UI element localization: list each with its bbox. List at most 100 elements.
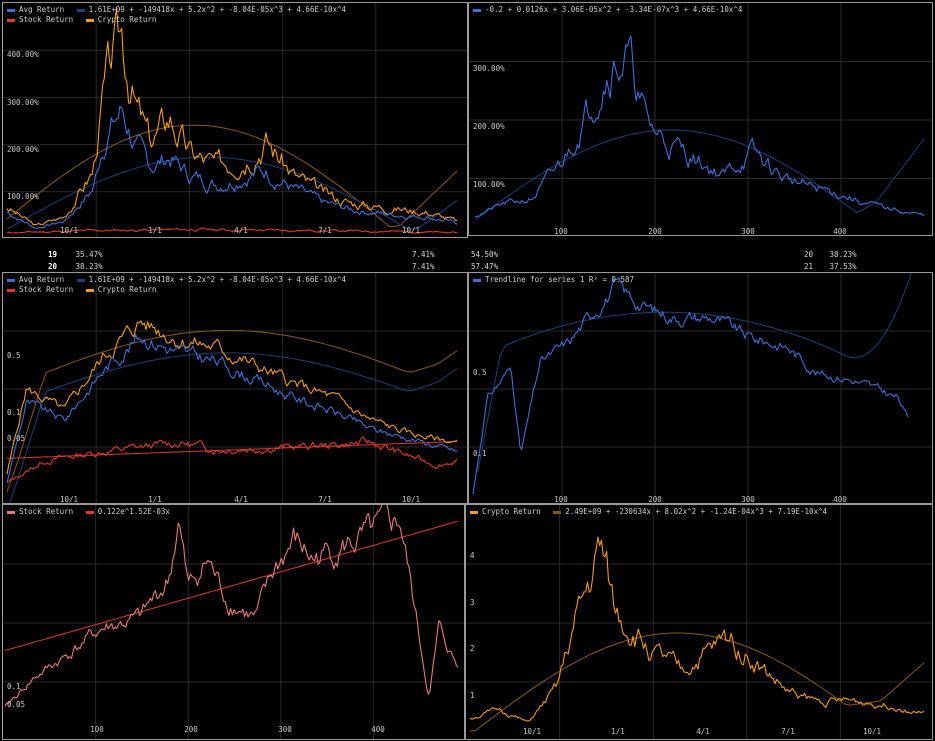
series-line-stock-return	[6, 227, 458, 234]
y-tick-label: 4	[470, 551, 475, 560]
legend-item-crypto-return[interactable]: Crypto Return	[85, 285, 156, 295]
legend-item-crypto-trendline[interactable]: 2.49E+09 + -230634x + 8.02x^2 + -1.24E-0…	[553, 507, 827, 517]
series-line-crypto-return	[6, 320, 458, 475]
series-line-crypto-return	[469, 536, 925, 722]
series-line-crypto-return	[6, 6, 458, 226]
legend-swatch	[7, 8, 15, 12]
legend-item-crypto-return[interactable]: Crypto Return	[470, 507, 541, 517]
legend-swatch	[85, 18, 94, 22]
chart-panel-avg-stock-crypto-percent[interactable]: Avg Return 1.61E+09 + -149418x + 5.2x^2 …	[2, 2, 468, 238]
y-tick-label: 400.00%	[7, 50, 39, 59]
trendline-avg	[6, 156, 458, 230]
y-tick-label: 0.05	[7, 700, 25, 709]
x-tick-label: 1/1	[611, 727, 625, 736]
chart-plot-area[interactable]: 0.1 0.05 100 200 300 400	[3, 505, 465, 740]
x-tick-label: 7/1	[318, 495, 332, 504]
x-tick-label: 4/1	[234, 226, 248, 235]
x-tick-label: 300	[278, 725, 292, 734]
legend-item-stock-return[interactable]: Stock Return	[7, 285, 73, 295]
legend: -0.2 + 0.0126x + 3.06E-05x^2 + -3.34E-07…	[473, 5, 750, 15]
chart-panel-stock-return[interactable]: Stock Return 0.122e^1.52E-03x 0.1 0.05 100…	[2, 504, 465, 740]
legend-swatch	[76, 8, 85, 12]
legend-swatch	[76, 278, 85, 282]
x-tick-label: 400	[833, 227, 847, 236]
chart-panel-avg-return-trend[interactable]: -0.2 + 0.0126x + 3.06E-05x^2 + -3.34E-07…	[468, 2, 933, 236]
legend: Crypto Return 2.49E+09 + -230634x + 8.02…	[470, 507, 835, 517]
x-tick-label: 200	[184, 725, 198, 734]
legend-swatch	[85, 288, 94, 292]
x-tick-label: 200	[648, 227, 662, 236]
mid-row-right-2: 21 37.53%	[804, 262, 857, 271]
legend-item-avg-trendline[interactable]: 1.61E+09 + -149418x + 5.2x^2 + -8.04E-05…	[76, 275, 346, 285]
legend-swatch	[473, 8, 481, 12]
x-tick-label: 10/1	[402, 226, 420, 235]
legend: Stock Return 0.122e^1.52E-03x	[7, 507, 178, 517]
y-tick-label: 0.1	[473, 449, 487, 458]
chart-panel-crypto-return[interactable]: Crypto Return 2.49E+09 + -230634x + 8.02…	[465, 504, 933, 740]
legend-swatch	[7, 18, 15, 22]
trendline-stock	[6, 441, 458, 459]
row-number: 20	[804, 250, 814, 259]
mid-row-right-2-value: 57.47%	[471, 262, 499, 271]
x-tick-label: 1/1	[148, 226, 162, 235]
trendline-crypto	[6, 329, 458, 493]
chart-plot-area[interactable]: 300.00% 200.00% 100.00% 100 200 300 400	[469, 3, 933, 236]
legend-item-avg-return[interactable]: Avg Return	[7, 5, 64, 15]
mid-row-right-1-value: 54.50%	[471, 250, 499, 259]
y-tick-label: 200.00%	[7, 145, 39, 154]
legend-item-stock-trendline[interactable]: 0.122e^1.52E-03x	[85, 507, 170, 517]
trendline-stock	[4, 520, 459, 651]
x-tick-label: 10/1	[523, 727, 541, 736]
legend-swatch	[85, 510, 94, 514]
x-tick-label: 300	[741, 495, 755, 504]
chart-panel-trendline-log[interactable]: Trendline for series 1 R² = 0.587 0.5 0.1…	[468, 272, 933, 504]
legend-swatch	[553, 510, 562, 514]
legend-item-avg-trendline[interactable]: 1.61E+09 + -149418x + 5.2x^2 + -8.04E-05…	[76, 5, 346, 15]
legend-item-avg-return[interactable]: Avg Return	[7, 275, 64, 285]
y-tick-label: 3	[470, 598, 475, 607]
x-tick-label: 4/1	[696, 727, 710, 736]
legend: Avg Return 1.61E+09 + -149418x + 5.2x^2 …	[7, 5, 354, 25]
y-tick-label: 300.00%	[7, 98, 39, 107]
mid-row-left-1: 19 35.47%	[48, 250, 103, 259]
row-value: 37.53%	[829, 262, 857, 271]
x-tick-label: 1/1	[148, 495, 162, 504]
legend-item-stock-return[interactable]: Stock Return	[7, 507, 73, 517]
y-tick-label: 0.05	[7, 434, 25, 443]
x-tick-label: 200	[648, 495, 662, 504]
x-tick-label: 100	[554, 495, 568, 504]
mid-row-left-1-right: 7.41%	[412, 250, 435, 259]
row-value: 38.23%	[75, 262, 103, 271]
y-tick-label: 100.00%	[7, 192, 39, 201]
row-number: 21	[804, 262, 814, 271]
x-tick-label: 10/1	[863, 727, 881, 736]
chart-plot-area[interactable]: 4 3 2 1 10/1 1/1 4/1 7/1 10/1	[466, 505, 933, 740]
series-line-avg-return	[6, 334, 458, 484]
legend-item-crypto-return[interactable]: Crypto Return	[85, 15, 156, 25]
legend-item-trendline[interactable]: -0.2 + 0.0126x + 3.06E-05x^2 + -3.34E-07…	[473, 5, 742, 15]
y-tick-label: 100.00%	[473, 180, 505, 189]
x-tick-label: 10/1	[60, 495, 78, 504]
x-tick-label: 400	[833, 495, 847, 504]
chart-plot-area[interactable]: 0.5 0.1 0.05 10/1 1/1 4/1 7/1 10/1	[3, 273, 468, 504]
legend-item-stock-return[interactable]: Stock Return	[7, 15, 73, 25]
row-number: 20	[48, 262, 58, 271]
x-tick-label: 400	[371, 725, 385, 734]
chart-plot-area[interactable]: 0.5 0.1 100 200 300 400	[469, 273, 933, 504]
chart-plot-area[interactable]: 400.00% 300.00% 200.00% 100.00% 10/1 1/1 4/1 7/…	[3, 3, 468, 238]
trendline-avg	[477, 273, 912, 472]
x-tick-label: 100	[554, 227, 568, 236]
y-tick-label: 200.00%	[473, 122, 505, 131]
mid-row-left-2: 20 38.23%	[48, 262, 103, 271]
legend-swatch	[7, 278, 15, 282]
legend-swatch	[7, 510, 15, 514]
y-tick-label: 1	[470, 691, 475, 700]
x-tick-label: 100	[90, 725, 104, 734]
row-value: 35.47%	[75, 250, 103, 259]
series-line-avg-return	[6, 105, 458, 230]
legend-item-trendline[interactable]: Trendline for series 1 R² = 0.587	[473, 275, 634, 285]
y-tick-label: 300.00%	[473, 64, 505, 73]
chart-panel-avg-stock-crypto-log[interactable]: Avg Return 1.61E+09 + -149418x + 5.2x^2 …	[2, 272, 468, 504]
trendline-avg	[8, 352, 458, 503]
series-line-avg-return	[472, 277, 909, 495]
